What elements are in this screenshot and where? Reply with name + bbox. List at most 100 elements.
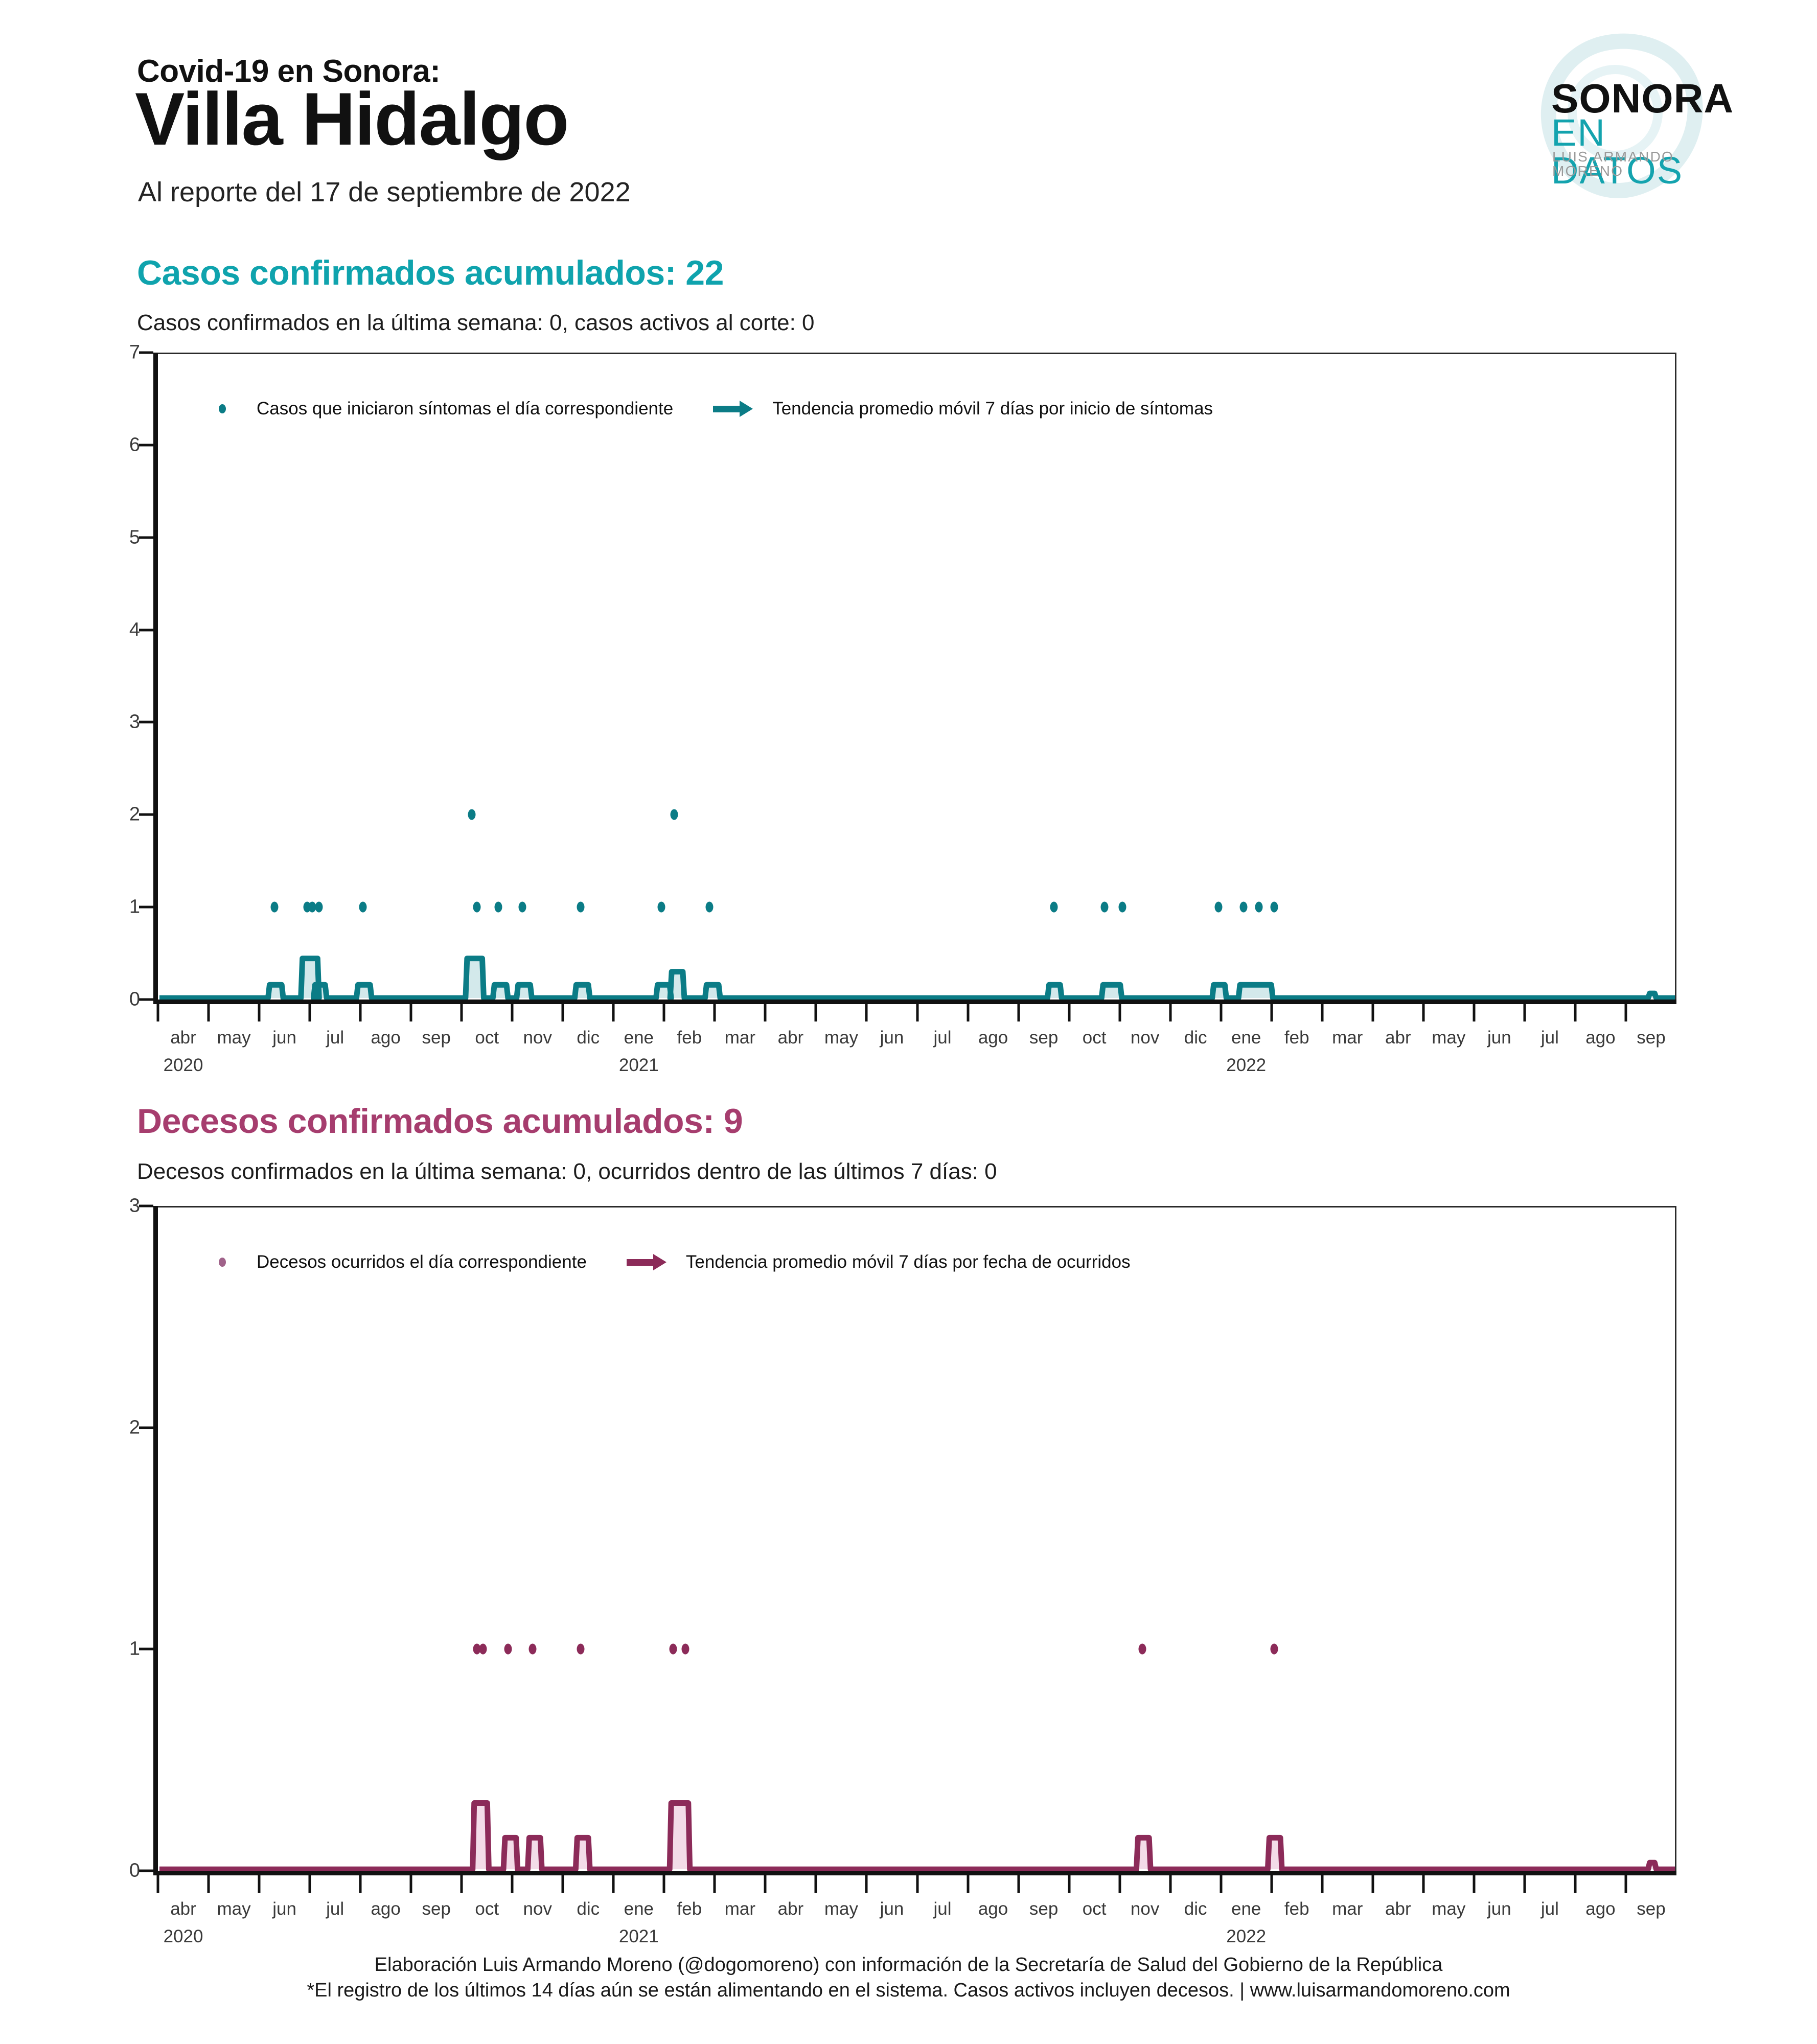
x-tick-label: abr <box>777 1899 804 1919</box>
x-tick-mark <box>460 1875 463 1893</box>
x-tick-label: ago <box>371 1028 401 1048</box>
x-tick-label: sep <box>1637 1028 1666 1048</box>
x-tick-year-label: 2021 <box>618 1055 659 1075</box>
x-tick-mark <box>713 1875 716 1893</box>
logo-line-sonora: SONORA <box>1551 76 1734 121</box>
data-point <box>359 901 367 913</box>
x-tick-mark <box>308 1875 311 1893</box>
data-point <box>308 901 316 913</box>
x-tick-mark <box>561 1004 564 1021</box>
x-tick-label: jul <box>933 1028 952 1048</box>
x-tick-label: abr <box>170 1028 196 1048</box>
x-tick-label: jun <box>880 1899 904 1919</box>
x-tick-mark <box>1017 1875 1020 1893</box>
y-tick-label: 3 <box>129 711 140 733</box>
footer-line-1: Elaboración Luis Armando Moreno (@dogomo… <box>374 1954 1443 1976</box>
deaths-x-axis <box>153 1871 1676 1875</box>
x-tick-label: oct <box>475 1028 499 1048</box>
trend-line <box>159 956 1675 1001</box>
x-tick-label: abr <box>1385 1899 1411 1919</box>
x-tick-mark <box>1624 1875 1627 1893</box>
x-tick-mark <box>1017 1004 1020 1021</box>
y-tick-mark <box>139 998 153 1001</box>
x-tick-label: oct <box>475 1899 499 1919</box>
y-tick-mark <box>139 536 153 539</box>
trend-line <box>159 1800 1675 1872</box>
x-tick-mark <box>1220 1004 1223 1021</box>
x-tick-label: ago <box>1585 1028 1616 1048</box>
x-tick-label: may <box>1432 1899 1466 1919</box>
y-tick-mark <box>139 444 153 447</box>
x-tick-mark <box>1169 1004 1172 1021</box>
x-tick-label: feb <box>1284 1028 1309 1048</box>
y-tick-label: 2 <box>129 803 140 825</box>
data-point <box>1138 1643 1146 1655</box>
x-tick-mark <box>1068 1004 1071 1021</box>
data-point <box>1100 901 1109 913</box>
data-point <box>1270 1643 1278 1655</box>
x-tick-label: abr <box>170 1899 196 1919</box>
cases-section-subtitle: Casos confirmados en la última semana: 0… <box>137 310 815 335</box>
y-tick-label: 2 <box>129 1416 140 1438</box>
y-tick-mark <box>139 813 153 816</box>
deaths-chart: 0 1 2 3 abr 2020 may jun jul ago sep oct nov dic ene 2… <box>129 1195 1676 1946</box>
y-tick-mark <box>139 351 153 354</box>
cases-section-title: Casos confirmados acumulados: 22 <box>137 253 724 292</box>
x-tick-label: mar <box>1332 1899 1363 1919</box>
deaths-legend-arrow-icon <box>626 1254 666 1270</box>
x-tick-mark <box>814 1875 817 1893</box>
cases-y-axis <box>153 353 158 1004</box>
y-tick-label: 3 <box>129 1195 140 1217</box>
page-footer: Elaboración Luis Armando Moreno (@dogomo… <box>0 1952 1817 2003</box>
data-point <box>1050 901 1058 913</box>
x-tick-label: sep <box>1029 1899 1059 1919</box>
x-tick-mark <box>156 1004 159 1021</box>
x-tick-mark <box>460 1004 463 1021</box>
x-tick-mark <box>258 1875 261 1893</box>
data-point <box>473 1643 481 1655</box>
y-tick-label: 1 <box>129 896 140 918</box>
page-subtitle: Al reporte del 17 de septiembre de 2022 <box>138 177 631 207</box>
data-point <box>315 901 323 913</box>
x-tick-mark <box>713 1004 716 1021</box>
x-tick-label: jul <box>326 1028 344 1048</box>
x-tick-mark <box>1118 1875 1121 1893</box>
x-tick-label: sep <box>1029 1028 1059 1048</box>
page-title: Villa Hidalgo <box>135 77 569 160</box>
x-tick-label: may <box>217 1899 251 1919</box>
x-tick-mark <box>1624 1004 1627 1021</box>
x-tick-label: ene <box>624 1028 654 1048</box>
x-tick-label: abr <box>1385 1028 1411 1048</box>
cases-legend-points-label: Casos que iniciaron síntomas el día corr… <box>257 399 674 419</box>
x-tick-mark <box>967 1875 970 1893</box>
x-tick-mark <box>662 1004 665 1021</box>
x-tick-mark <box>1473 1875 1476 1893</box>
x-tick-label: jun <box>880 1028 904 1048</box>
x-tick-label: nov <box>523 1899 552 1919</box>
x-tick-label: dic <box>1184 1899 1207 1919</box>
x-tick-label: dic <box>1184 1028 1207 1048</box>
deaths-legend-trend-label: Tendencia promedio móvil 7 días por fech… <box>685 1252 1131 1272</box>
x-tick-label: may <box>1432 1028 1466 1048</box>
x-tick-mark <box>1068 1875 1071 1893</box>
data-point <box>518 901 526 913</box>
x-tick-label: nov <box>1130 1028 1160 1048</box>
x-tick-mark <box>764 1004 767 1021</box>
x-tick-mark <box>258 1004 261 1021</box>
x-tick-mark <box>1422 1875 1425 1893</box>
data-point <box>1239 901 1248 913</box>
x-tick-label: jul <box>326 1899 344 1919</box>
y-tick-label: 7 <box>129 341 140 363</box>
cases-legend-dot-icon <box>219 404 226 413</box>
deaths-trend-series <box>159 1800 1675 1872</box>
x-tick-label: jun <box>272 1899 296 1919</box>
x-tick-label: sep <box>422 1028 451 1048</box>
x-tick-mark <box>612 1875 615 1893</box>
deaths-legend: Decesos ocurridos el día correspondiente… <box>219 1252 1131 1272</box>
data-point <box>1214 901 1223 913</box>
x-tick-mark <box>511 1875 514 1893</box>
deaths-legend-dot-icon <box>219 1258 226 1267</box>
x-tick-mark <box>359 1004 362 1021</box>
x-tick-label: oct <box>1082 1899 1107 1919</box>
y-tick-label: 0 <box>129 1860 140 1882</box>
